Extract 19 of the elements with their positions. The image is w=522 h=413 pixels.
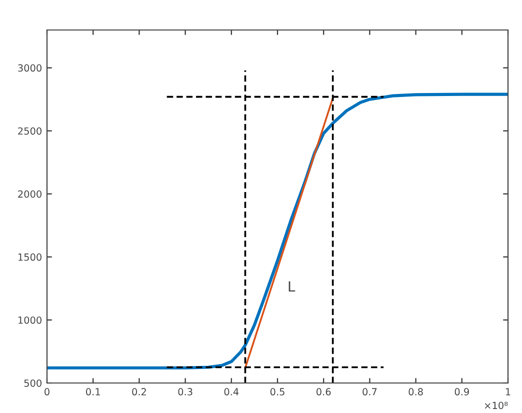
x-tick-label: 0.6	[316, 388, 331, 396]
x-tick-label: 0.1	[86, 388, 100, 396]
annotation: L	[288, 281, 296, 292]
x-tick-label: 0.5	[270, 388, 284, 396]
y-tick-label: 1000	[18, 316, 42, 324]
y-tick-label: 3000	[18, 64, 42, 72]
x-tick-label: 0	[44, 388, 50, 396]
y-tick-label: 2500	[18, 127, 42, 135]
x-tick-label: 0.3	[178, 388, 192, 396]
y-tick-label: 1500	[18, 253, 42, 261]
y-tick-label: 2000	[18, 190, 42, 198]
x-tick-label: 0.9	[454, 388, 469, 396]
x-tick-label: 1	[506, 388, 510, 396]
x-tick-label: 0.8	[408, 388, 423, 396]
x-tick-label: 0.7	[362, 388, 377, 396]
x-tick-label: 0.2	[132, 388, 146, 396]
y-tick-label: 500	[24, 379, 42, 387]
x-tick-label: 0.4	[224, 388, 239, 396]
text: ×10⁸	[484, 402, 508, 410]
